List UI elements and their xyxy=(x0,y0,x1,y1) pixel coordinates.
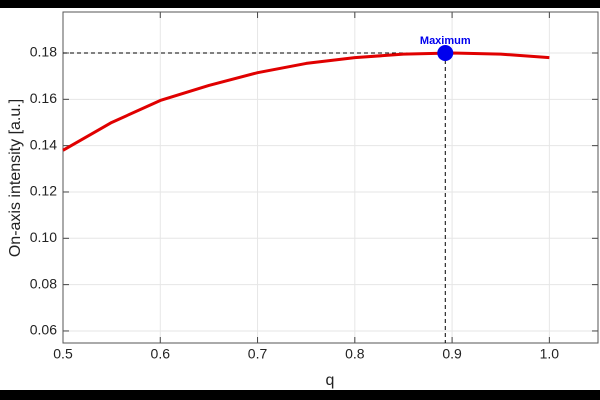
x-tick-label: 0.6 xyxy=(151,346,171,362)
letterbox-top xyxy=(0,0,600,8)
line xyxy=(62,51,550,152)
y-tick-label: 0.18 xyxy=(30,44,57,60)
y-tick-label: 0.08 xyxy=(30,275,57,291)
y-tick-label: 0.14 xyxy=(30,136,57,152)
x-tick-label: 0.8 xyxy=(345,346,365,362)
maximum-label: Maximum xyxy=(420,35,471,47)
x-axis-label: q xyxy=(326,372,335,389)
y-axis-label: On-axis intensity [a.u.] xyxy=(7,99,24,257)
plot-frame xyxy=(62,11,599,344)
y-tick-label: 0.06 xyxy=(30,322,57,338)
x-tick-label: 0.7 xyxy=(248,346,268,362)
x-tick-label: 1.0 xyxy=(540,346,560,362)
letterbox-bottom xyxy=(0,390,600,400)
y-tick-label: 0.12 xyxy=(30,183,57,199)
x-tick-label: 0.5 xyxy=(53,346,73,362)
y-tick-label: 0.16 xyxy=(30,90,57,106)
maximum-point xyxy=(437,44,454,61)
x-tick-label: 0.9 xyxy=(442,346,462,362)
y-tick-label: 0.10 xyxy=(30,229,57,245)
